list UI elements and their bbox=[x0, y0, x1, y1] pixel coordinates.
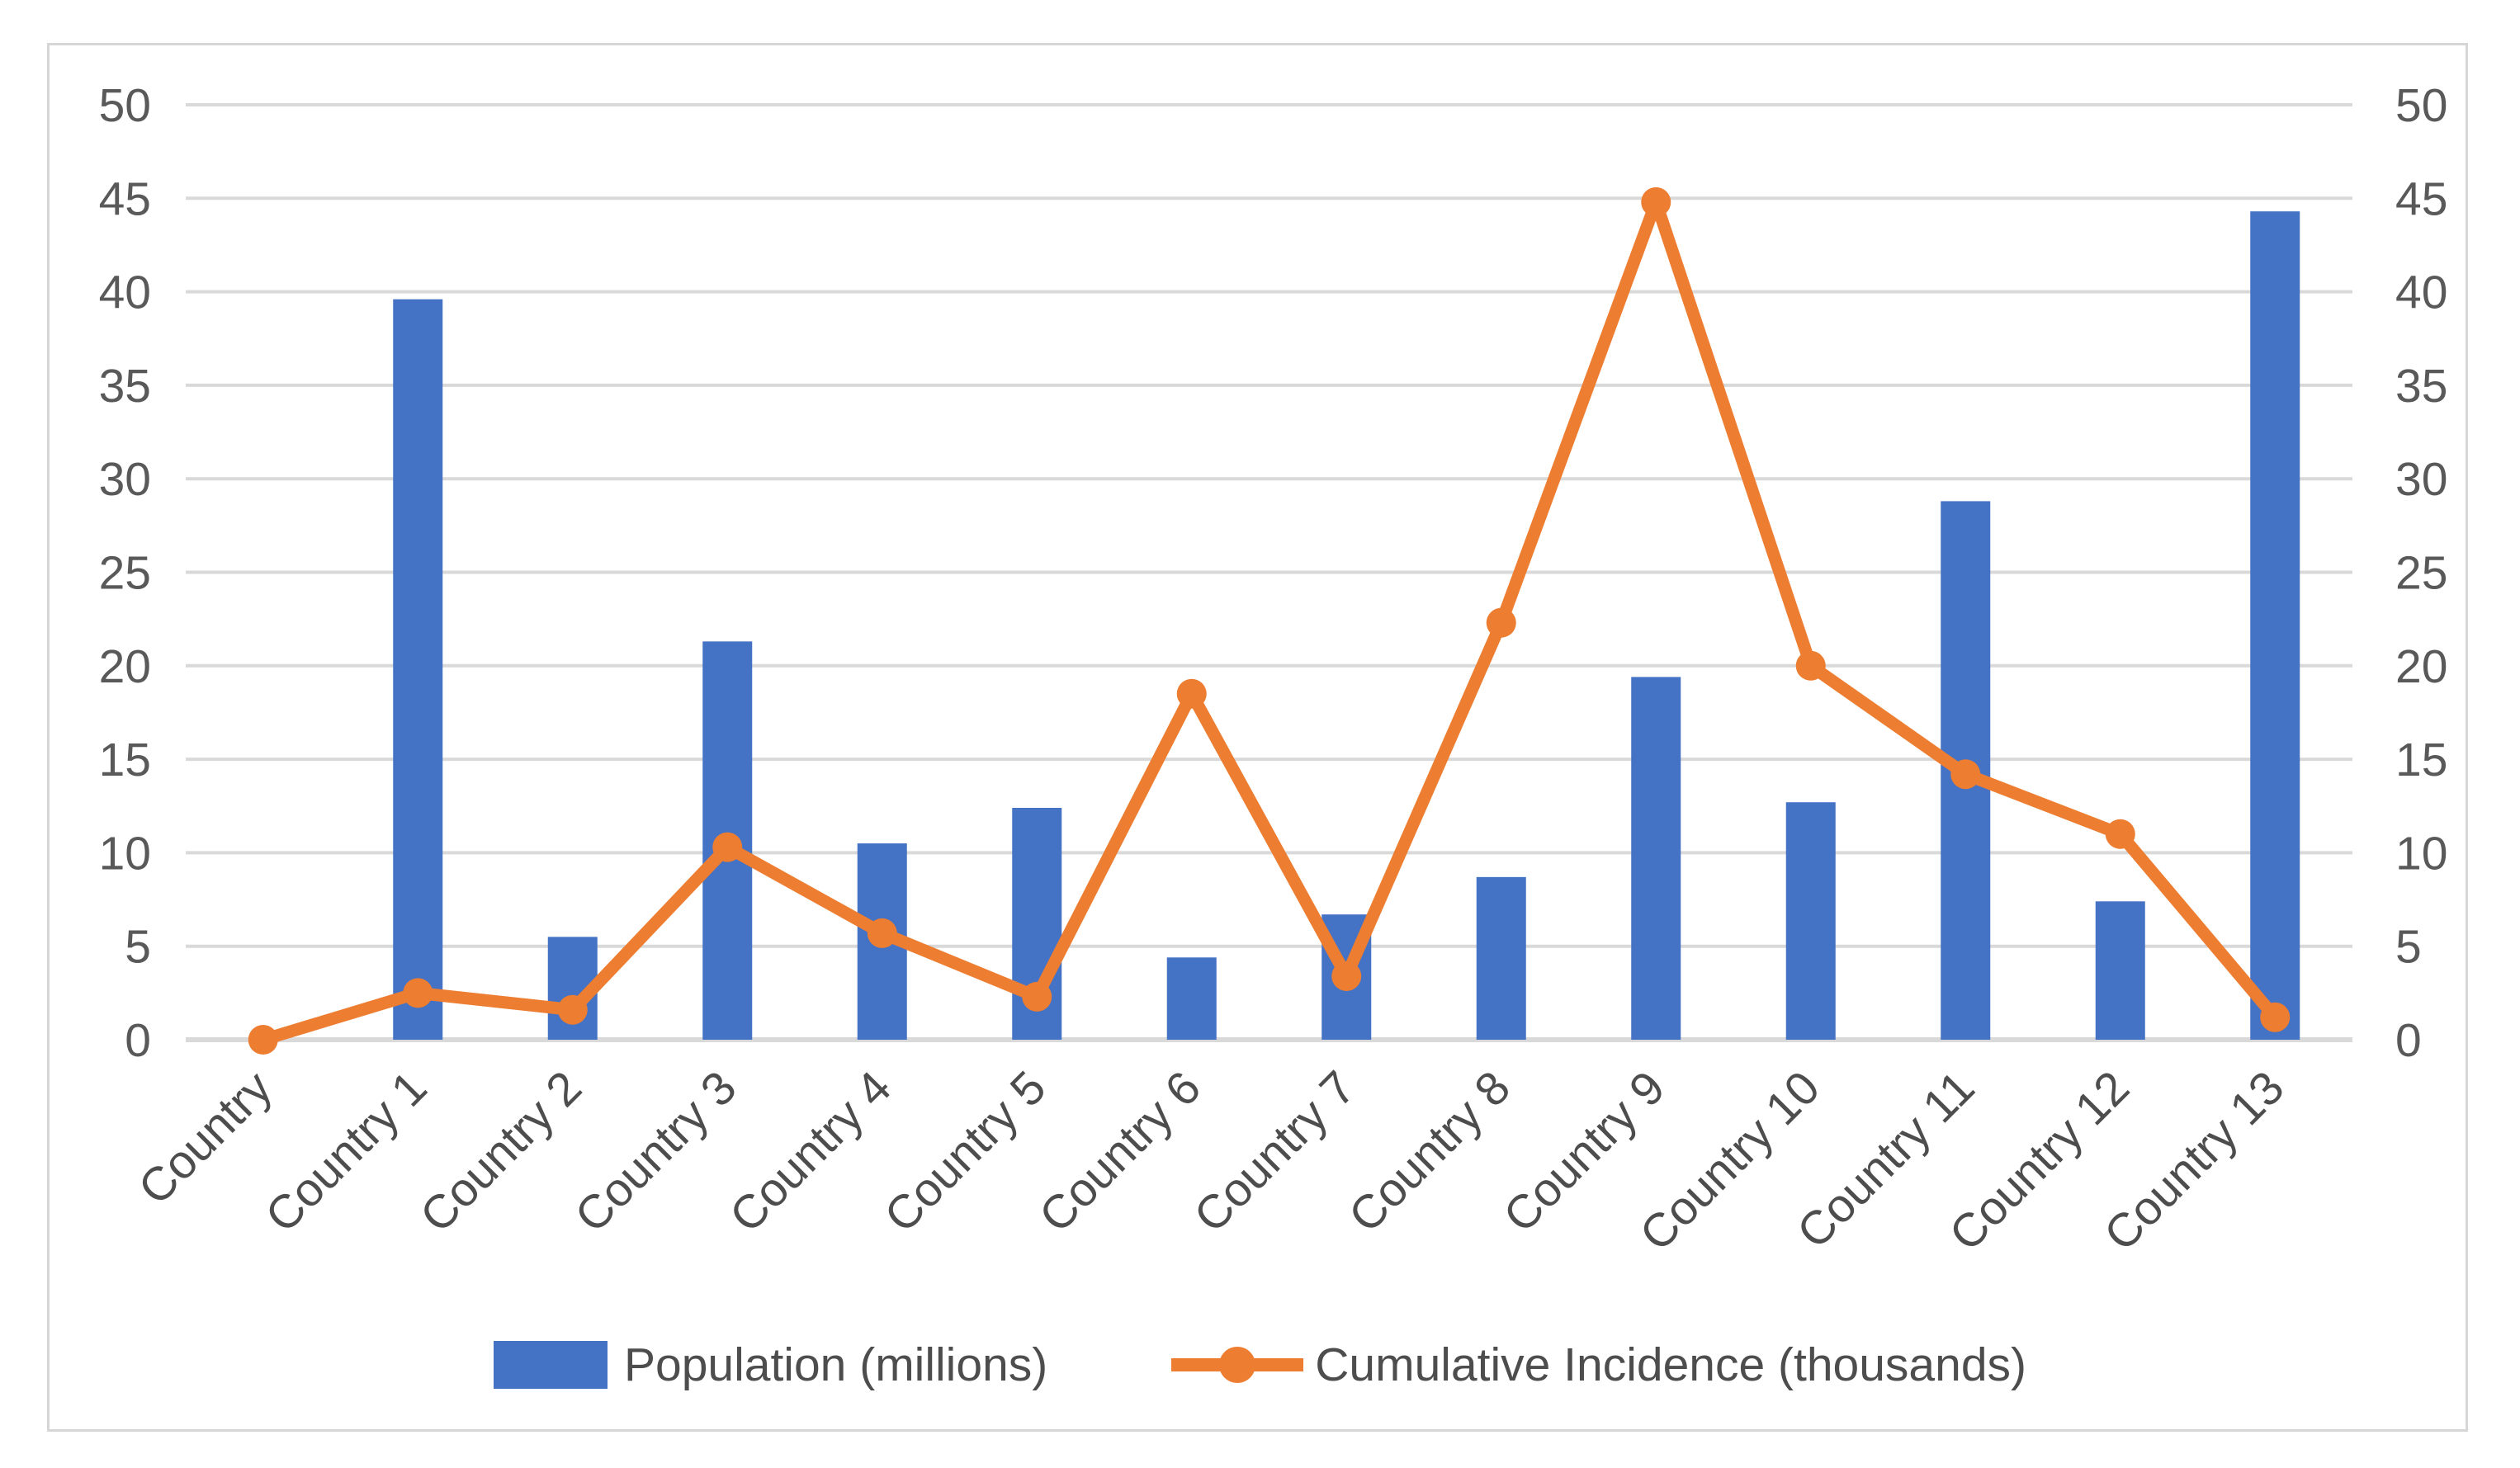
legend-item-cumulative-incidence: Cumulative Incidence (thousands) bbox=[1171, 1338, 2026, 1392]
y-axis-left-tick-50: 50 bbox=[99, 79, 151, 132]
line-marker-country-11 bbox=[1950, 759, 1981, 790]
line-marker-country-13 bbox=[2260, 1002, 2291, 1032]
cumulative-incidence-line bbox=[257, 196, 2281, 1046]
y-axis-left-tick-35: 35 bbox=[99, 360, 151, 413]
y-axis-right-tick-5: 5 bbox=[2395, 921, 2422, 974]
legend-line-marker-icon bbox=[1171, 1346, 1304, 1384]
line-marker-country-7 bbox=[1331, 961, 1362, 991]
y-axis-right-tick-45: 45 bbox=[2395, 172, 2447, 225]
line-marker-country-2 bbox=[557, 994, 588, 1025]
y-axis-right-tick-25: 25 bbox=[2395, 547, 2447, 600]
y-axis-left-tick-10: 10 bbox=[99, 827, 151, 880]
legend-item-population: Population (millions) bbox=[493, 1338, 1048, 1392]
legend: Population (millions) Cumulative Inciden… bbox=[0, 1327, 2520, 1403]
bar-country-12 bbox=[2095, 901, 2145, 1040]
line-marker-country-5 bbox=[1022, 981, 1052, 1012]
y-axis-right-tick-50: 50 bbox=[2395, 79, 2447, 132]
x-axis-label-country-4: Country 4 bbox=[720, 1061, 901, 1243]
line-marker-country-8 bbox=[1486, 607, 1516, 638]
y-axis-left-tick-5: 5 bbox=[125, 921, 151, 974]
x-axis-label-country-7: Country 7 bbox=[1184, 1061, 1365, 1243]
line-marker-country-9 bbox=[1641, 186, 1671, 217]
x-axis-label-country-6: Country 6 bbox=[1029, 1061, 1211, 1243]
y-axis-right-tick-0: 0 bbox=[2395, 1014, 2422, 1067]
bar-country-9 bbox=[1631, 677, 1681, 1040]
y-axis-left-tick-15: 15 bbox=[99, 734, 151, 786]
y-axis-right-tick-40: 40 bbox=[2395, 267, 2447, 319]
legend-label-cumulative-incidence: Cumulative Incidence (thousands) bbox=[1315, 1338, 2027, 1391]
y-axis-right-tick-20: 20 bbox=[2395, 640, 2447, 693]
line-marker-country-4 bbox=[867, 918, 897, 948]
bar-country-6 bbox=[1166, 957, 1217, 1040]
line-marker-country-1 bbox=[403, 978, 433, 1008]
x-axis-label-country: Country bbox=[129, 1061, 283, 1215]
bar-country-1 bbox=[393, 299, 443, 1040]
legend-bar-swatch-icon bbox=[493, 1341, 608, 1389]
x-axis-label-country-3: Country 3 bbox=[565, 1061, 746, 1243]
y-axis-left-tick-0: 0 bbox=[125, 1014, 151, 1067]
y-axis-left-tick-40: 40 bbox=[99, 267, 151, 319]
x-axis-label-country-8: Country 8 bbox=[1339, 1061, 1520, 1243]
y-axis-left-tick-45: 45 bbox=[99, 172, 151, 225]
y-axis-right-tick-35: 35 bbox=[2395, 360, 2447, 413]
legend-line-dot bbox=[1219, 1347, 1256, 1383]
line-marker-country-12 bbox=[2105, 819, 2135, 849]
bar-country-8 bbox=[1476, 876, 1526, 1040]
line-marker-country-6 bbox=[1176, 678, 1207, 709]
bar-country-13 bbox=[2250, 211, 2300, 1040]
x-axis-label-country-1: Country 1 bbox=[255, 1061, 437, 1243]
y-axis-right-tick-30: 30 bbox=[2395, 453, 2447, 506]
chart-frame-border bbox=[47, 43, 2468, 1432]
y-axis-left-tick-20: 20 bbox=[99, 640, 151, 693]
y-axis-right-tick-15: 15 bbox=[2395, 734, 2447, 786]
x-axis-label-country-2: Country 2 bbox=[410, 1061, 592, 1243]
line-marker-country-10 bbox=[1795, 650, 1826, 681]
y-axis-left-tick-30: 30 bbox=[99, 453, 151, 506]
bar-country-10 bbox=[1785, 802, 1836, 1040]
x-axis-label-country-5: Country 5 bbox=[874, 1061, 1056, 1243]
y-axis-right-tick-10: 10 bbox=[2395, 827, 2447, 880]
line-marker-country-3 bbox=[712, 832, 743, 862]
y-axis-left-tick-25: 25 bbox=[99, 547, 151, 600]
legend-label-population: Population (millions) bbox=[623, 1338, 1048, 1391]
line-marker-country bbox=[248, 1025, 278, 1055]
